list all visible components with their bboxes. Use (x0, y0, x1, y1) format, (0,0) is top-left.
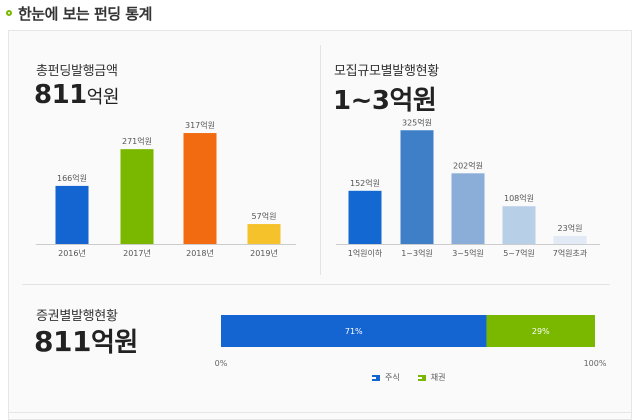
securities-legend: 주식 채권 (372, 372, 463, 383)
size-value-number: 1~3 (333, 86, 390, 116)
legend-label-stock: 주식 (385, 373, 400, 382)
legend-label-bond: 채권 (430, 373, 446, 382)
vertical-divider (320, 45, 321, 275)
legend-item-stock[interactable]: 주식 (372, 372, 400, 383)
legend-item-bond[interactable]: 채권 (417, 372, 446, 383)
securities-label: 증권별발행현황 (36, 309, 118, 324)
size-value: 1~3억원 (333, 80, 437, 117)
securities-value-unit: 억원 (90, 328, 138, 358)
size-value-unit: 억원 (389, 86, 437, 116)
horizontal-divider (22, 284, 610, 285)
section-title: 한눈에 보는 펀딩 통계 (18, 4, 152, 23)
bullet-icon (6, 10, 12, 16)
legend-swatch-stock-icon (372, 374, 380, 381)
size-label: 모집규모별발행현황 (334, 64, 439, 79)
securities-value: 811억원 (34, 322, 138, 359)
total-label: 총펀딩발행금액 (36, 64, 118, 79)
section-header: 한눈에 보는 펀딩 통계 (6, 0, 152, 26)
total-value: 811억원 (34, 80, 119, 110)
legend-swatch-bond-icon (417, 374, 426, 381)
total-value-number: 811 (34, 80, 87, 110)
securities-value-number: 811 (34, 325, 91, 358)
total-value-unit: 억원 (86, 87, 120, 108)
bottom-border (8, 412, 632, 413)
